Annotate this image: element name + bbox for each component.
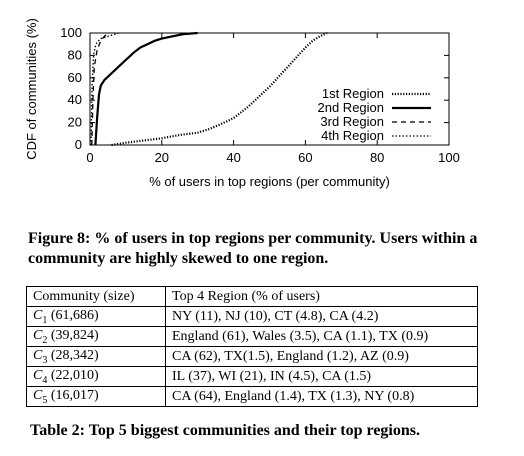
regions-cell: NY (11), NJ (10), CT (4.8), CA (4.2) — [165, 306, 478, 327]
legend-label-3: 3rd Region — [320, 114, 384, 129]
x-tick-label: 20 — [155, 150, 169, 165]
y-tick-label: 20 — [68, 115, 82, 130]
x-tick-label: 100 — [438, 150, 460, 165]
cdf-chart: 0 20 40 60 80 100 0 20 40 60 80 100 % of users in to… — [24, 18, 460, 189]
table-header-row: Community (size) Top 4 Region (% of user… — [26, 286, 478, 307]
y-tick-label: 60 — [68, 70, 82, 85]
table-row: C4 (22,010) IL (37), WI (21), IN (4.5), … — [26, 366, 478, 387]
community-cell: C2 (39,824) — [26, 326, 166, 347]
table-row: C3 (28,342) CA (62), TX(1.5), England (1… — [26, 346, 478, 367]
table-row: C2 (39,824) England (61), Wales (3.5), C… — [26, 326, 478, 347]
x-tick-label: 80 — [370, 150, 384, 165]
header-regions: Top 4 Region (% of users) — [165, 286, 478, 307]
community-cell: C3 (28,342) — [26, 346, 166, 367]
x-tick-label: 40 — [226, 150, 240, 165]
legend-label-1: 1st Region — [322, 86, 384, 101]
series-line-4 — [90, 32, 119, 146]
communities-table: Community (size) Top 4 Region (% of user… — [26, 286, 478, 407]
y-tick-label: 40 — [68, 92, 82, 107]
legend-label-4: 4th Region — [321, 128, 384, 143]
series-line-1 — [111, 32, 328, 147]
table-row: C1 (61,686) NY (11), NJ (10), CT (4.8), … — [26, 306, 478, 327]
community-cell: C4 (22,010) — [26, 366, 166, 387]
figure-caption: Figure 8: % of users in top regions per … — [28, 230, 478, 267]
regions-cell: CA (62), TX(1.5), England (1.2), AZ (0.9… — [165, 346, 478, 367]
y-axis-label: CDF of communities (%) — [24, 18, 39, 160]
x-axis-label: % of users in top regions (per community… — [149, 174, 390, 189]
x-tick-label: 60 — [298, 150, 312, 165]
regions-cell: England (61), Wales (3.5), CA (1.1), TX … — [165, 326, 478, 347]
x-tick-label: 0 — [86, 150, 93, 165]
community-cell: C5 (16,017) — [26, 386, 166, 407]
legend-label-2: 2nd Region — [318, 100, 385, 115]
regions-cell: IL (37), WI (21), IN (4.5), CA (1.5) — [165, 366, 478, 387]
table-caption: Table 2: Top 5 biggest communities and t… — [30, 422, 420, 439]
regions-cell: CA (64), England (1.4), TX (1.3), NY (0.… — [165, 386, 478, 407]
header-community: Community (size) — [26, 286, 166, 307]
y-tick-label: 100 — [60, 25, 82, 40]
y-tick-label: 0 — [75, 137, 82, 152]
series-line-2 — [94, 31, 198, 146]
plot-frame — [89, 32, 450, 146]
table-row: C5 (16,017) CA (64), England (1.4), TX (… — [26, 386, 478, 407]
series-line-3 — [91, 32, 109, 146]
community-cell: C1 (61,686) — [26, 306, 166, 327]
y-tick-label: 80 — [68, 47, 82, 62]
